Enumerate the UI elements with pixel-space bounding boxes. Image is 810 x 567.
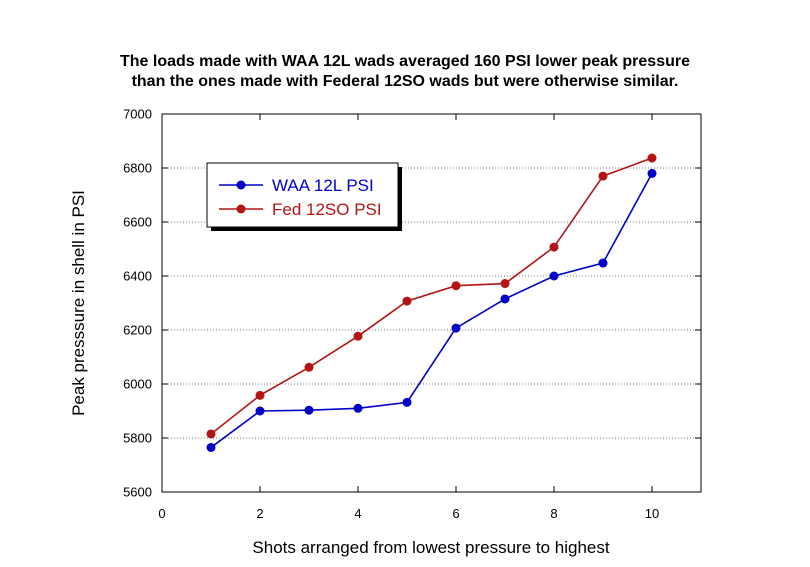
data-point xyxy=(549,242,559,252)
data-point xyxy=(549,271,559,281)
data-point xyxy=(451,323,461,333)
data-point xyxy=(451,281,461,291)
series-1 xyxy=(206,168,657,452)
y-tick-label: 5600 xyxy=(123,485,152,500)
data-point xyxy=(598,258,608,268)
chart-title-line-2: than the ones made with Federal 12SO wad… xyxy=(131,73,679,90)
data-point xyxy=(500,294,510,304)
x-tick-label: 10 xyxy=(645,506,659,521)
y-tick-label: 6200 xyxy=(123,323,152,338)
series-line xyxy=(210,157,653,435)
x-tick-label: 8 xyxy=(550,506,557,521)
data-point xyxy=(598,171,608,181)
data-point xyxy=(353,331,363,341)
plot-frame xyxy=(161,113,702,493)
data-point xyxy=(402,397,412,407)
data-point xyxy=(353,403,363,413)
y-tick-label: 6000 xyxy=(123,377,152,392)
data-point xyxy=(206,442,216,452)
chart-title: The loads made with WAA 12L wads average… xyxy=(0,52,810,92)
chart-title-line-1: The loads made with WAA 12L wads average… xyxy=(120,53,690,70)
y-tick-label: 6600 xyxy=(123,215,152,230)
data-point xyxy=(304,362,314,372)
legend: WAA 12L PSI Fed 12SO PSI xyxy=(206,162,402,231)
data-point xyxy=(402,296,412,306)
legend-swatch-marker xyxy=(236,204,246,214)
data-point xyxy=(255,390,265,400)
series-line xyxy=(210,173,653,449)
axis-ticks: 5600 5800 6000 6200 6400 6600 6800 7000 0 2 4 6 8 10 xyxy=(123,107,701,521)
data-point xyxy=(500,279,510,289)
legend-swatch-marker xyxy=(236,180,246,190)
x-tick-label: 2 xyxy=(256,506,263,521)
x-tick-label: 0 xyxy=(158,506,165,521)
data-point xyxy=(206,429,216,439)
legend-label: WAA 12L PSI xyxy=(272,176,374,195)
data-point xyxy=(304,405,314,415)
series-2 xyxy=(206,153,657,439)
x-axis-title: Shots arranged from lowest pressure to h… xyxy=(252,538,609,557)
data-point xyxy=(647,168,657,178)
y-tick-label: 6400 xyxy=(123,269,152,284)
y-axis-title: Peak presssure in shell in PSI xyxy=(69,190,88,416)
y-tick-label: 6800 xyxy=(123,161,152,176)
legend-box xyxy=(206,162,399,228)
x-tick-label: 6 xyxy=(452,506,459,521)
data-point xyxy=(647,153,657,163)
y-tick-label: 5800 xyxy=(123,431,152,446)
data-point xyxy=(255,406,265,416)
y-tick-label: 7000 xyxy=(123,107,152,122)
x-tick-label: 4 xyxy=(354,506,361,521)
series-layer xyxy=(206,153,657,452)
legend-label: Fed 12SO PSI xyxy=(272,200,382,219)
